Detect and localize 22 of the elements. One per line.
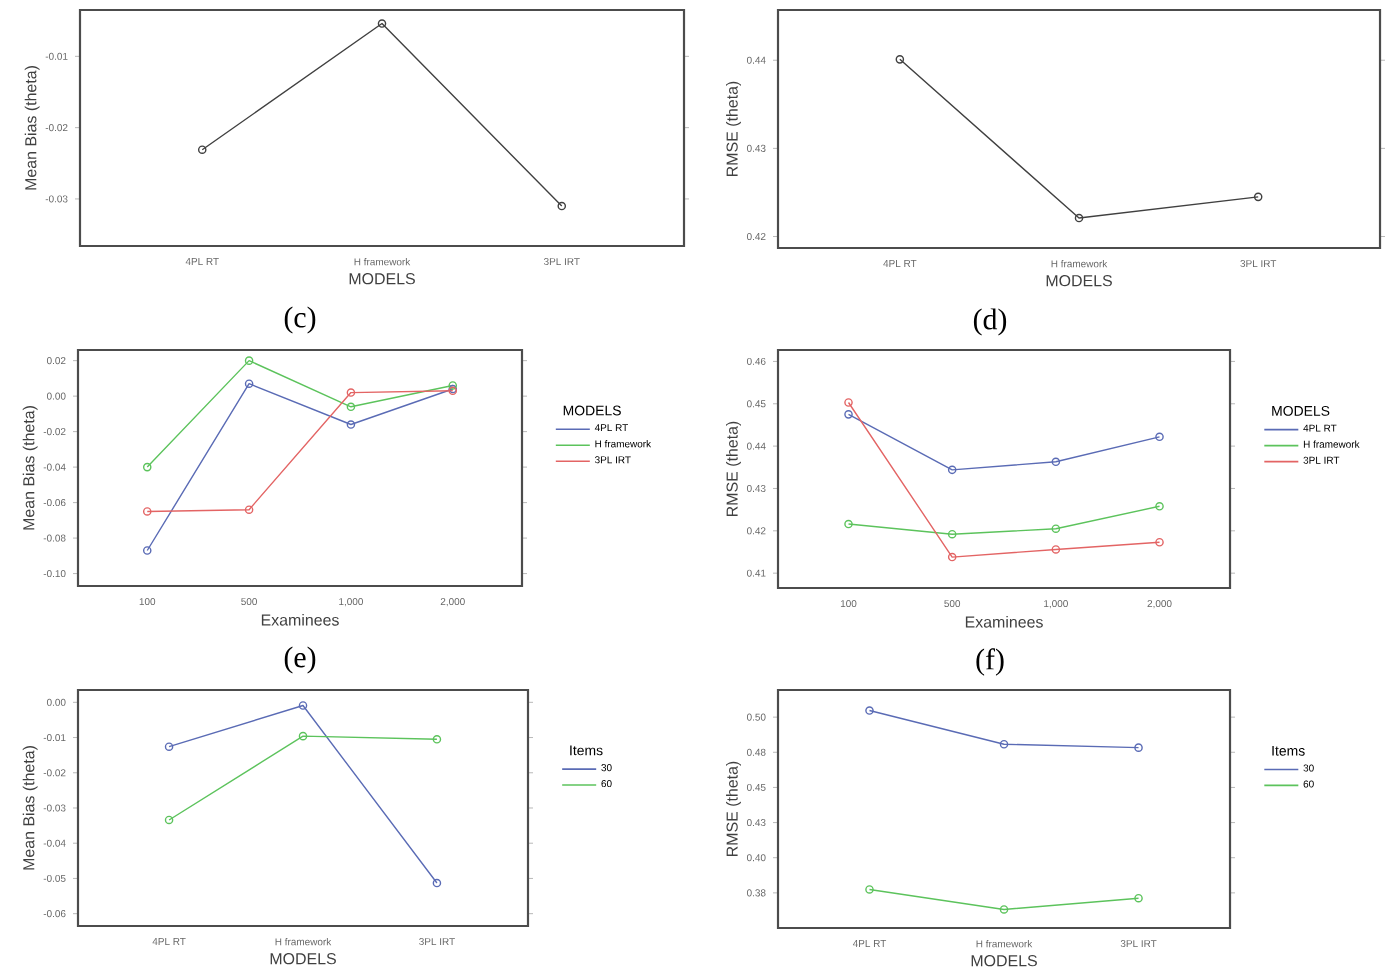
point (947, 465, 957, 475)
point (244, 379, 254, 388)
point (1051, 524, 1061, 533)
text: (c) (284, 306, 316, 334)
point (346, 420, 356, 429)
point (244, 356, 254, 365)
text: (d) (973, 308, 1007, 336)
point (377, 19, 387, 28)
point (1051, 457, 1061, 467)
point (346, 402, 356, 412)
point (999, 739, 1009, 749)
point (1051, 545, 1061, 554)
point (298, 731, 308, 741)
point (1074, 213, 1084, 223)
point (999, 905, 1009, 914)
point (947, 552, 957, 562)
text: (e) (284, 646, 316, 674)
point (346, 388, 356, 397)
point (947, 529, 957, 539)
point (298, 701, 308, 710)
text: (f) (976, 648, 1004, 676)
point (244, 505, 254, 514)
